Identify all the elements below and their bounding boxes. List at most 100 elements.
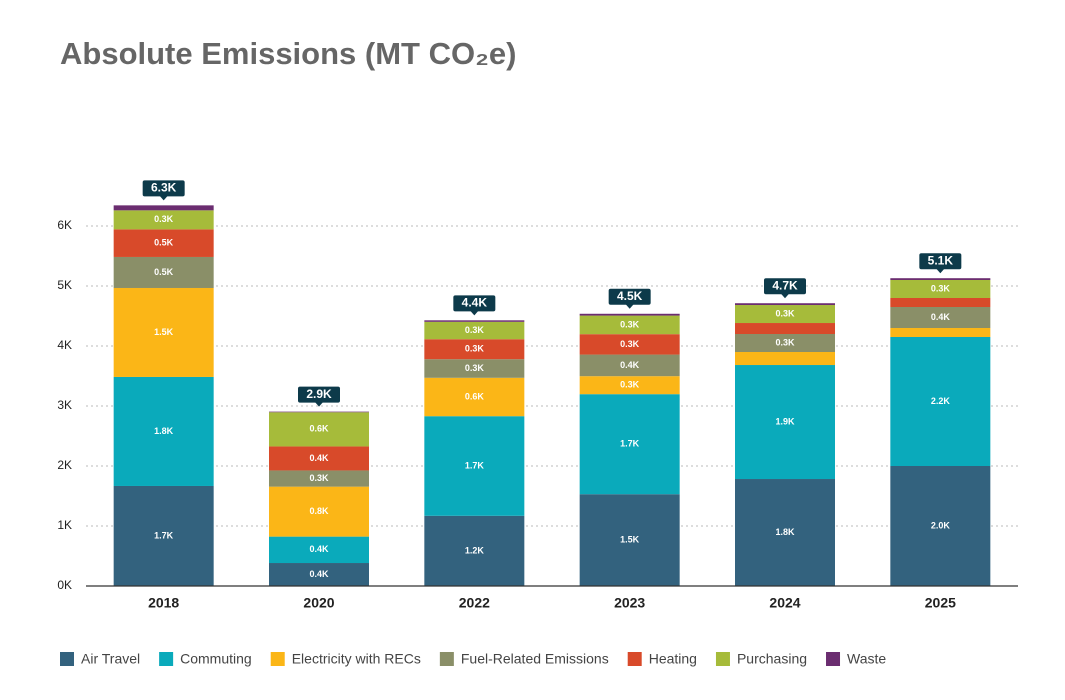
legend-label: Air Travel [81,651,140,667]
data-label: 1.8K [154,426,174,436]
bar-segment [113,376,214,486]
y-tick-label: 0K [57,578,72,592]
legend-swatch [60,652,74,666]
bar-segment [269,536,369,564]
total-box [298,386,340,403]
bar-segment [424,339,525,360]
data-label: 1.7K [620,439,640,449]
bar-segment [579,494,680,586]
bar-segment [890,328,991,337]
data-label: 0.5K [154,238,174,248]
total-label: 2.9K [306,387,332,401]
x-tick-label: 2018 [148,595,179,611]
data-label: 0.6K [309,424,329,434]
bar-segment [735,334,835,352]
total-label: 4.7K [772,278,798,292]
data-label: 0.3K [620,319,640,329]
legend-label: Purchasing [737,651,807,667]
bar-segment [735,303,835,306]
data-label: 0.3K [154,214,174,224]
data-label: 0.6K [465,391,485,401]
total-label: 5.1K [928,253,954,267]
total-pointer [936,268,945,274]
legend-label: Fuel-Related Emissions [461,651,609,667]
bar-segment [424,321,525,340]
bar-segment [113,205,214,211]
legend-swatch [627,652,642,666]
x-tick-label: 2025 [925,595,956,611]
total-label: 6.3K [151,181,177,195]
bar-segment [890,307,991,328]
legend-label: Waste [847,651,886,667]
data-label: 2.2K [931,396,951,406]
bar-segment [269,446,369,471]
legend-label: Heating [649,651,697,667]
data-label: 0.3K [620,339,640,349]
total-pointer [159,195,168,201]
data-label: 0.3K [931,283,951,293]
bar-segment [579,394,680,495]
bar-segment [424,359,525,378]
data-label: 0.3K [775,337,795,347]
data-label: 0.4K [309,544,329,554]
total-box [764,278,806,295]
data-label: 1.2K [465,545,485,555]
data-label: 0.3K [309,473,329,483]
bar-segment [269,412,369,447]
y-tick-label: 3K [57,398,72,412]
bar-segment [890,298,991,307]
data-label: 0.3K [465,325,485,335]
data-label: 0.3K [620,380,640,390]
bar-segment [890,278,991,280]
total-pointer [625,304,634,309]
bar-segment [890,466,991,586]
data-label: 0.3K [775,308,795,318]
y-tick-label: 6K [57,218,72,232]
legend-swatch [826,652,841,666]
bar-segment [424,377,525,417]
data-label: 1.5K [620,534,640,544]
bar-segment [735,305,835,324]
bar-segment [890,337,991,466]
total-pointer [781,293,789,299]
bar-segment [424,416,525,516]
bar-segment [113,287,214,377]
bar-segment [269,411,369,413]
bar-segment [890,280,991,298]
legend-swatch [439,652,454,666]
y-tick-label: 2K [57,458,72,472]
bar-segment [579,315,680,335]
data-label: 0.8K [309,506,329,516]
total-pointer [470,310,479,316]
total-label: 4.5K [617,289,643,303]
bar-segment [579,376,680,395]
data-label: 0.4K [620,360,640,370]
data-label: 1.7K [465,460,485,470]
bar-segment [735,352,835,366]
bar-segment [113,485,214,586]
bar-segment [579,354,680,377]
x-tick-label: 2023 [614,595,645,611]
legend-swatch [270,652,285,666]
data-label: 1.9K [775,416,795,426]
bar-segment [424,320,525,322]
data-label: 1.7K [154,530,174,540]
data-label: 0.3K [465,363,485,373]
y-tick-label: 5K [57,278,72,292]
data-label: 0.4K [309,453,329,463]
data-label: 2.0K [931,520,951,530]
total-box [453,295,496,312]
bar-segment [113,256,214,288]
x-tick-label: 2022 [459,595,490,611]
legend-label: Commuting [180,651,252,667]
bar-segment [269,563,369,586]
legend-label: Electricity with RECs [292,651,421,667]
bar-segment [735,365,835,480]
legend-swatch [159,652,174,666]
legend-swatch [715,652,730,666]
bar-segment [579,334,680,355]
bar-segment [113,229,214,257]
bar-segment [269,486,369,537]
data-label: 1.8K [775,527,795,537]
